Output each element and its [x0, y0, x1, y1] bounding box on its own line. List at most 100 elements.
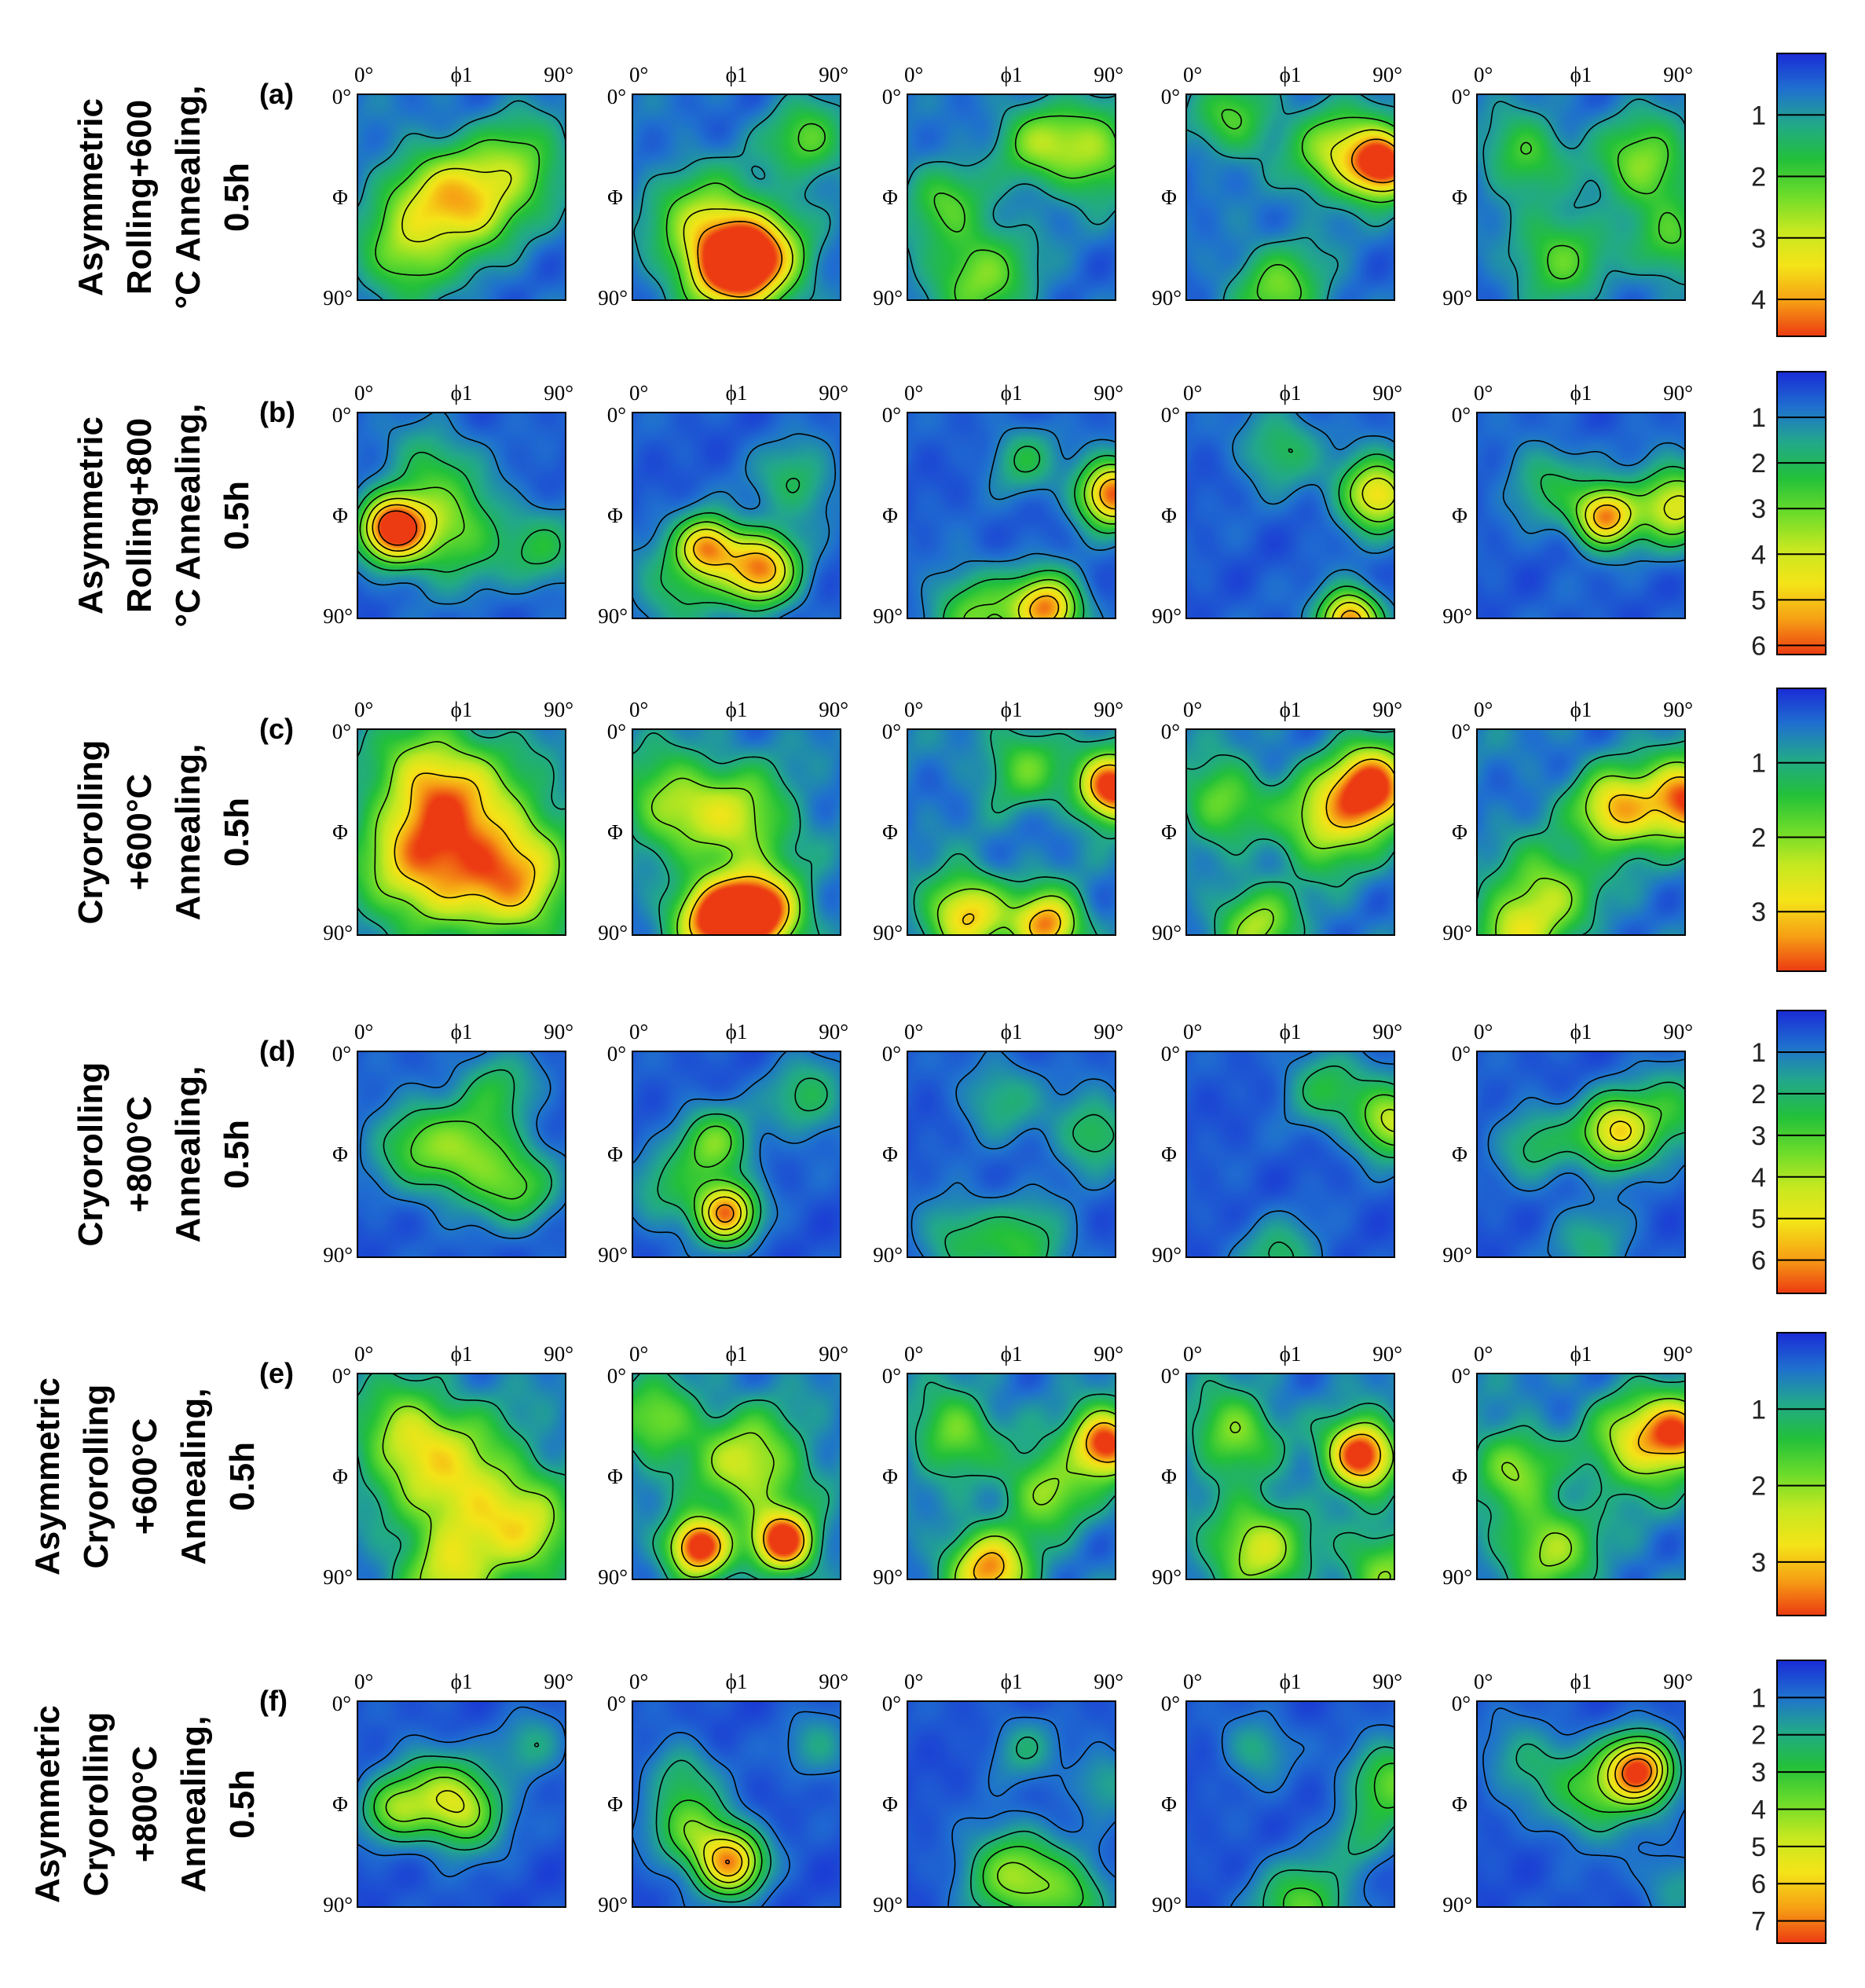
colorbar-tick-label: 2	[1751, 1721, 1766, 1751]
panel-frame	[1185, 1051, 1395, 1258]
contour-lines	[357, 100, 566, 301]
y-tick-end: 90°	[598, 1893, 628, 1916]
panel-frame	[907, 412, 1116, 619]
panel-frame	[357, 94, 566, 301]
panel-frame	[357, 728, 566, 936]
odf-section-panel: 0° ϕ1 90° 0° Φ 90°	[1152, 1342, 1402, 1589]
colorbar-tick-label: 3	[1751, 1548, 1766, 1578]
x-tick-start: 0°	[629, 1342, 648, 1366]
y-tick-end: 90°	[598, 921, 628, 944]
row-label-line: 0.5h	[218, 163, 256, 232]
colorbar-tick-label: 2	[1751, 1472, 1766, 1502]
row-label-line: 0.5h	[218, 481, 256, 550]
x-tick-end: 90°	[1663, 698, 1693, 721]
y-tick-start: 0°	[607, 720, 626, 743]
y-tick-start: 0°	[882, 1042, 901, 1066]
x-tick-end: 90°	[544, 1020, 573, 1044]
colorbar-tick-label: 5	[1751, 1832, 1766, 1862]
colorbar-tick-label: 4	[1751, 1163, 1766, 1193]
colorbar-tick-label: 2	[1751, 449, 1766, 479]
contour-lines	[1227, 1051, 1395, 1258]
panel-frame	[1185, 1373, 1395, 1580]
colorbar-tick-label: 7	[1751, 1907, 1766, 1937]
row-label-line: Annealing,	[169, 1066, 207, 1243]
odf-section-panel: 0° ϕ1 90° 0° Φ 90°	[873, 1670, 1123, 1916]
intensity-heatmap	[907, 413, 1116, 618]
colorbar-tick-label: 3	[1751, 897, 1766, 927]
x-tick-start: 0°	[904, 1342, 923, 1366]
intensity-heatmap	[907, 94, 1116, 300]
colorbar: 1 2 3 4	[1751, 53, 1827, 337]
intensity-heatmap	[1186, 729, 1394, 935]
y-axis-label-Phi: Φ	[882, 504, 898, 527]
y-tick-start: 0°	[332, 720, 351, 743]
x-axis-label-phi1: ϕ1	[726, 1670, 748, 1693]
x-axis-label-phi1: ϕ1	[1570, 698, 1592, 721]
odf-section-panel: 0° ϕ1 90° 0° Φ 90°	[1442, 381, 1693, 628]
x-tick-start: 0°	[904, 1670, 923, 1693]
panel-frame	[1476, 1373, 1686, 1580]
odf-section-panel: 0° ϕ1 90° 0° Φ 90°	[323, 381, 573, 628]
odf-section-panel: 0° ϕ1 90° 0° Φ 90°	[598, 698, 848, 944]
y-tick-start: 0°	[1161, 1042, 1180, 1066]
y-tick-start: 0°	[1452, 1692, 1471, 1715]
y-tick-end: 90°	[598, 1243, 628, 1267]
panel-frame	[1476, 412, 1686, 619]
x-tick-end: 90°	[1663, 1020, 1693, 1044]
y-axis-label-Phi: Φ	[607, 1465, 623, 1488]
row-label-line: +800°C	[126, 1746, 164, 1862]
contour-lines	[1487, 1058, 1686, 1258]
x-tick-end: 90°	[819, 1670, 848, 1693]
x-tick-start: 0°	[1474, 1670, 1493, 1693]
y-axis-label-Phi: Φ	[1161, 1143, 1177, 1166]
x-tick-start: 0°	[1474, 381, 1493, 405]
x-tick-end: 90°	[1094, 1020, 1123, 1044]
row-label-line: 0.5h	[223, 1442, 262, 1511]
y-tick-start: 0°	[332, 1364, 351, 1388]
panel-letter: (f)	[259, 1685, 288, 1717]
y-tick-end: 90°	[1442, 921, 1472, 944]
colorbar: 1 2 3	[1751, 688, 1827, 972]
x-tick-end: 90°	[544, 63, 573, 86]
y-tick-end: 90°	[1442, 286, 1472, 310]
x-tick-end: 90°	[544, 1670, 573, 1693]
odf-section-panel: 0° ϕ1 90° 0° Φ 90°	[1442, 63, 1693, 310]
panel-frame	[357, 412, 566, 619]
y-tick-end: 90°	[1152, 1243, 1182, 1267]
panel-frame	[632, 412, 841, 619]
intensity-heatmap	[1186, 413, 1394, 618]
intensity-heatmap	[357, 729, 566, 935]
odf-section-panel: 0° ϕ1 90° 0° Φ 90°	[323, 1342, 573, 1589]
row-label-line: Cryorolling	[71, 740, 110, 925]
y-axis-label-Phi: Φ	[1452, 185, 1467, 209]
colorbar-gradient	[1776, 371, 1827, 655]
x-axis-label-phi1: ϕ1	[1001, 1670, 1023, 1693]
y-tick-end: 90°	[1152, 604, 1182, 628]
panel-frame	[1476, 1700, 1686, 1908]
y-axis-label-Phi: Φ	[1161, 504, 1177, 527]
y-axis-label-Phi: Φ	[332, 820, 348, 844]
panel-frame	[907, 1700, 1116, 1908]
panel-letter: (e)	[259, 1357, 294, 1389]
y-tick-start: 0°	[882, 403, 901, 427]
odf-section-panel: 0° ϕ1 90° 0° Φ 90°	[873, 63, 1123, 310]
x-tick-end: 90°	[819, 381, 848, 405]
contour-lines	[632, 433, 837, 619]
x-tick-start: 0°	[1183, 1342, 1202, 1366]
intensity-heatmap	[1477, 729, 1685, 935]
x-axis-label-phi1: ϕ1	[1570, 381, 1592, 405]
x-axis-label-phi1: ϕ1	[1280, 1020, 1302, 1044]
contour-lines	[1482, 1707, 1686, 1908]
x-axis-label-phi1: ϕ1	[1001, 698, 1023, 721]
x-axis-label-phi1: ϕ1	[1570, 1342, 1592, 1366]
row-label-line: Cryorolling	[71, 1062, 110, 1247]
contour-lines	[911, 1051, 1116, 1258]
y-axis-label-Phi: Φ	[882, 1465, 898, 1488]
x-tick-start: 0°	[629, 698, 648, 721]
colorbar-tick-label: 1	[1751, 749, 1766, 779]
row-label-line: Annealing,	[174, 1388, 213, 1565]
row-label-line: 0.5h	[218, 1120, 256, 1189]
y-axis-label-Phi: Φ	[607, 504, 623, 527]
x-tick-end: 90°	[1372, 381, 1402, 405]
